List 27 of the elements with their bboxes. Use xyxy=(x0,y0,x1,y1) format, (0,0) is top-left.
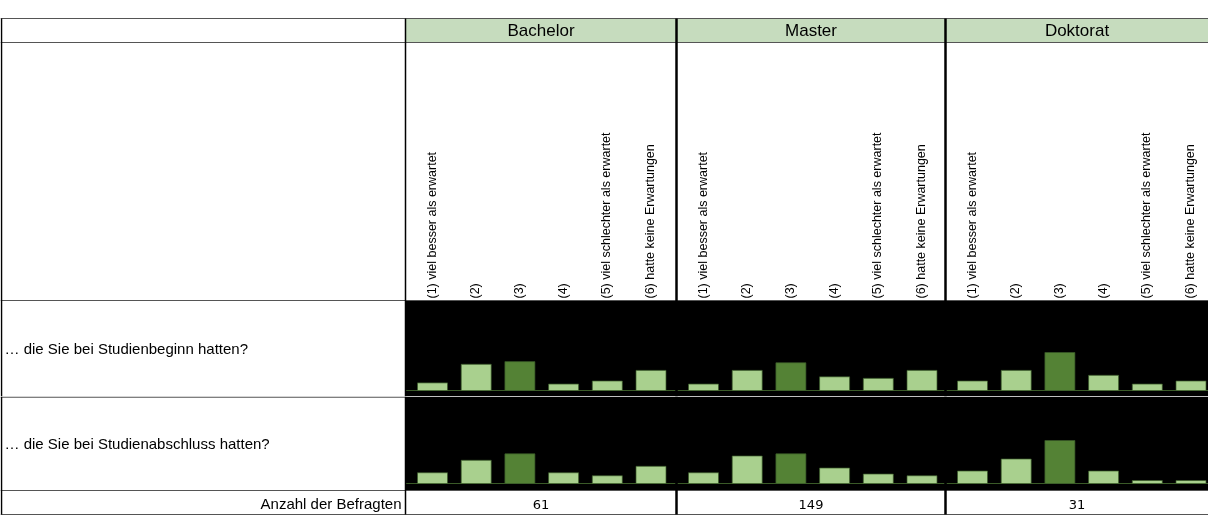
x-tick-label: (4) xyxy=(555,283,570,299)
text: Doktorat xyxy=(1044,21,1110,40)
text: 31 xyxy=(1068,497,1086,512)
x-tick-label: (5) viel schlechter als erwartet xyxy=(1139,131,1154,299)
text: 149 xyxy=(798,497,824,512)
x-tick-label: (5) viel schlechter als erwartet xyxy=(870,131,885,299)
x-tick-label: (2) xyxy=(1008,283,1023,299)
x-tick-label: (3) xyxy=(782,283,797,299)
x-tick-label: (6) hatte keine Erwartungen xyxy=(643,144,657,299)
y-axis-title: … die Sie bei Studienbeginn hatten? xyxy=(4,340,249,357)
x-tick-label: (1) viel besser als erwartet xyxy=(424,151,439,299)
x-tick-label: (2) xyxy=(468,283,483,299)
text: Master xyxy=(785,21,838,40)
x-tick-label: (1) viel besser als erwartet xyxy=(964,151,979,299)
x-tick-label: (6) hatte keine Erwartungen xyxy=(914,144,928,299)
x-tick-label: (4) xyxy=(1095,283,1110,299)
x-tick-label: (6) hatte keine Erwartungen xyxy=(1183,144,1197,299)
x-tick-label: (2) xyxy=(739,283,754,299)
x-tick-label: (5) viel schlechter als erwartet xyxy=(599,131,614,299)
text: Bachelor xyxy=(507,21,575,40)
text: Anzahl der Befragten xyxy=(260,495,402,512)
x-tick-label: (1) viel besser als erwartet xyxy=(695,151,710,299)
y-axis-title: … die Sie bei Studienabschluss hatten? xyxy=(4,435,270,452)
x-tick-label: (3) xyxy=(511,283,526,299)
text: 61 xyxy=(532,497,550,512)
x-tick-label: (3) xyxy=(1051,283,1066,299)
x-tick-label: (4) xyxy=(826,283,841,299)
